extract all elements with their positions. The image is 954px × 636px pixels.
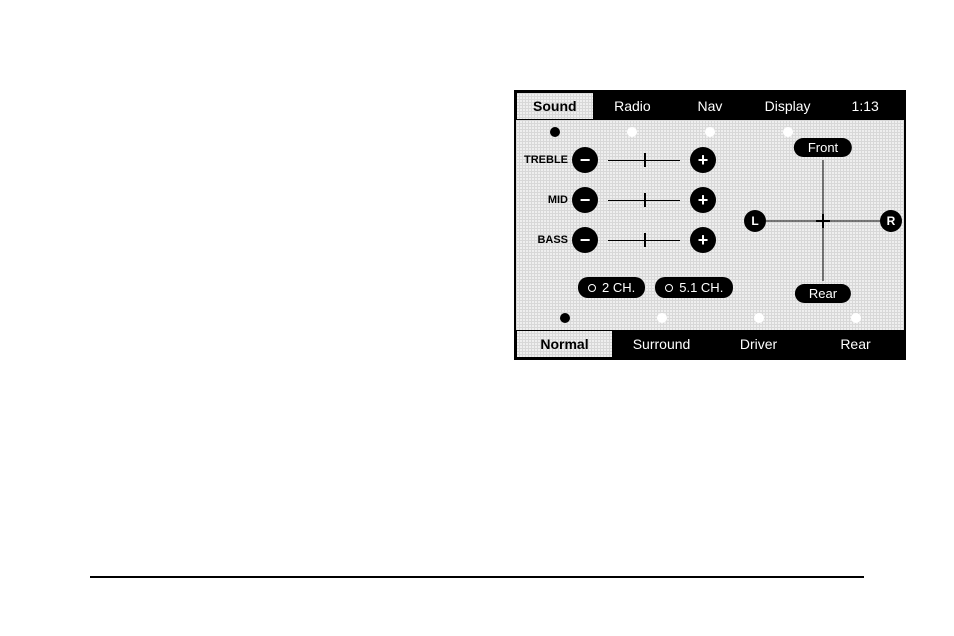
eq-row-mid: MID − + [522,182,742,218]
channel-2ch-button[interactable]: 2 CH. [578,277,645,298]
eq-label: BASS [522,234,572,246]
radio-icon [665,284,673,292]
audio-settings-screen: Sound Radio Nav Display 1:13 TREBLE − + … [514,90,906,360]
bass-minus-button[interactable]: − [572,227,598,253]
eq-row-treble: TREBLE − + [522,142,742,178]
slider-thumb[interactable] [644,193,646,207]
tab-indicator-dot [560,313,570,323]
slider-thumb[interactable] [644,153,646,167]
bottom-tab-bar: Normal Surround Driver Rear [516,330,904,358]
eq-label: TREBLE [522,154,572,166]
tab-label: Radio [614,98,651,114]
tab-label: Rear [840,336,870,352]
label: Rear [809,286,837,301]
tab-clock[interactable]: 1:13 [826,92,904,120]
tab-indicator-dot [705,127,715,137]
minus-icon: − [580,151,591,169]
label: Front [808,140,838,155]
balance-left-button[interactable]: L [744,210,766,232]
treble-minus-button[interactable]: − [572,147,598,173]
bass-plus-button[interactable]: + [690,227,716,253]
tab-normal[interactable]: Normal [516,330,613,358]
crosshair-center-v [822,214,824,228]
tab-label: Nav [698,98,723,114]
radio-icon [588,284,596,292]
minus-icon: − [580,231,591,249]
bass-slider[interactable] [604,230,684,250]
tab-rear[interactable]: Rear [807,330,904,358]
channel-51ch-button[interactable]: 5.1 CH. [655,277,733,298]
tab-label: Normal [540,336,588,352]
top-tab-bar: Sound Radio Nav Display 1:13 [516,92,904,120]
tab-indicator-dot [783,127,793,137]
plus-icon: + [698,231,709,249]
fader-rear-button[interactable]: Rear [795,284,851,303]
eq-label: MID [522,194,572,206]
mid-plus-button[interactable]: + [690,187,716,213]
balance-fader-panel: Front Rear L R [744,138,902,303]
plus-icon: + [698,191,709,209]
slider-thumb[interactable] [644,233,646,247]
label: L [751,214,758,228]
tab-label: Surround [633,336,691,352]
equalizer-panel: TREBLE − + MID − + BASS − + [522,142,742,262]
channel-label: 2 CH. [602,280,635,295]
minus-icon: − [580,191,591,209]
balance-right-button[interactable]: R [880,210,902,232]
fader-front-button[interactable]: Front [794,138,852,157]
channel-label: 5.1 CH. [679,280,723,295]
tab-indicator-dot [657,313,667,323]
label: R [887,214,896,228]
tab-sound[interactable]: Sound [516,92,594,120]
clock-time: 1:13 [852,98,879,114]
tab-nav[interactable]: Nav [671,92,749,120]
tab-indicator-dot [627,127,637,137]
tab-label: Driver [740,336,777,352]
tab-display[interactable]: Display [749,92,827,120]
treble-plus-button[interactable]: + [690,147,716,173]
tab-label: Sound [533,98,577,114]
tab-surround[interactable]: Surround [613,330,710,358]
mid-minus-button[interactable]: − [572,187,598,213]
horizontal-divider [90,576,864,578]
treble-slider[interactable] [604,150,684,170]
tab-radio[interactable]: Radio [594,92,672,120]
plus-icon: + [698,151,709,169]
tab-label: Display [765,98,811,114]
tab-indicator-dot [550,127,560,137]
tab-driver[interactable]: Driver [710,330,807,358]
mid-slider[interactable] [604,190,684,210]
eq-row-bass: BASS − + [522,222,742,258]
tab-indicator-dot [851,313,861,323]
tab-indicator-dot [754,313,764,323]
channel-mode-group: 2 CH. 5.1 CH. [578,277,733,298]
